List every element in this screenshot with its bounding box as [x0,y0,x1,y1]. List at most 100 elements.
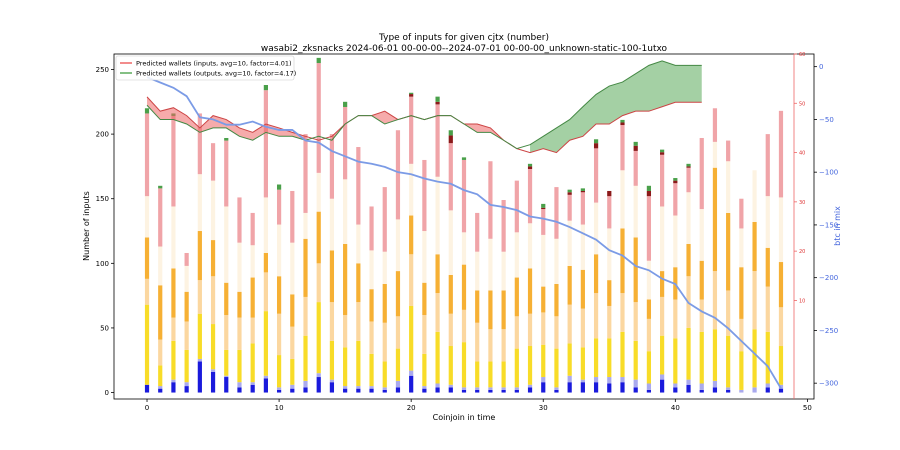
bar-blue_light-16 [356,386,361,389]
bar-cream-1 [158,246,163,286]
bar-blue_light-18 [382,387,387,390]
bar-yellow-22 [435,331,440,384]
chart-subtitle: wasabi2_zksnacks 2024-06-01 00-00-00--20… [261,44,668,54]
bar-orange-15 [343,243,348,316]
y2-axis-btc: 0 −50 −100 −150 −200 −250 −300 [814,63,838,388]
bar-blue_light-33 [580,379,585,383]
bar-green-41 [686,163,691,167]
bar-blue_light-44 [726,387,731,390]
bar-blue_light-14 [329,379,335,383]
bar-pink-3 [184,252,189,266]
bar-cream-20 [409,163,414,216]
bar-dark_red-22 [435,101,440,105]
bar-green-39 [660,149,665,153]
y3-tick-label-40: 40 [799,151,805,157]
y2-tick-label--200: −200 [819,274,838,282]
bar-pink-34 [593,148,599,203]
bar-blue_light-35 [607,377,612,384]
y2-tick-label--150: −150 [819,221,838,229]
bar-cream-0 [144,196,150,238]
bar-peach-5 [210,276,216,325]
bar-pink-36 [620,125,625,171]
bar-pink-40 [673,183,678,216]
bar-pink-33 [580,192,585,225]
bar-green-20 [409,92,414,95]
bar-orange-26 [488,290,493,330]
bar-peach-21 [422,315,427,354]
bar-orange-24 [461,264,467,310]
bar-peach-15 [343,315,348,348]
bar-dark_red-35 [607,190,612,197]
bar-yellow-14 [329,340,335,380]
bar-blue_light-10 [276,387,282,390]
bar-cream-28 [514,232,519,278]
bar-yellow-23 [448,346,453,385]
bar-blue_dark-36 [620,382,625,393]
y3-tick-label-30: 30 [799,200,805,206]
y2-tick-label--300: −300 [819,380,838,388]
bar-blue_light-20 [409,370,414,376]
bar-blue_light-36 [620,377,625,383]
bar-yellow-18 [382,361,387,388]
bar-pink-10 [276,189,282,225]
bar-peach-17 [369,321,374,354]
bar-blue_light-42 [699,383,704,390]
bar-pink-13 [316,63,321,173]
bar-cream-29 [527,223,533,269]
bar-green-22 [435,96,440,102]
bar-peach-9 [263,272,268,312]
bar-yellow-2 [171,340,176,380]
pred-outputs-band-1 [530,60,702,153]
bar-cream-32 [567,220,572,266]
bar-blue_light-31 [554,387,559,390]
y-tick-label-0: 0 [105,389,109,397]
bar-dark_red-37 [633,145,638,151]
bar-cream-23 [448,210,453,275]
bar-peach-2 [171,317,176,341]
bar-blue_dark-17 [369,388,374,393]
bar-orange-3 [184,291,189,322]
bar-blue_dark-34 [593,382,599,393]
bar-green-29 [527,163,533,167]
bar-pink-14 [329,134,335,199]
bar-peach-13 [316,263,321,303]
bar-orange-36 [620,228,625,294]
bar-blue_light-15 [343,386,348,389]
bar-blue_dark-5 [210,371,216,393]
bar-blue_dark-43 [712,387,718,393]
bar-peach-45 [739,318,744,352]
bar-pink-11 [290,190,295,243]
bar-peach-26 [488,329,493,362]
y-axis-label: Number of inputs [82,191,91,261]
bar-green-40 [673,178,678,181]
bar-yellow-36 [620,331,625,378]
bar-peach-12 [303,296,308,336]
bar-blue_light-19 [395,380,401,388]
bar-blue_dark-39 [660,379,665,393]
bar-peach-10 [276,313,282,356]
bar-yellow-21 [422,353,427,387]
bar-blue_dark-44 [726,389,731,393]
bar-green-38 [646,185,652,191]
bar-cream-12 [303,212,308,239]
bar-blue_dark-20 [409,375,414,393]
bar-dark_red-23 [448,135,453,144]
bar-cream-14 [329,198,335,251]
bar-blue_light-34 [593,377,599,383]
bar-blue_dark-31 [554,389,559,393]
bar-yellow-27 [501,361,506,388]
bar-orange-37 [633,237,638,303]
x-axis-label: Coinjoin in time [433,413,496,422]
bar-blue_dark-22 [435,387,440,393]
bar-cream-2 [171,206,176,269]
bar-peach-7 [237,317,242,350]
axes-frame [113,53,815,400]
bar-yellow-32 [567,343,572,376]
bar-dark_red-32 [567,192,572,195]
bar-cream-11 [290,242,295,295]
bar-cream-35 [607,228,612,281]
bar-cream-40 [673,215,678,268]
bar-blue_light-8 [250,382,255,385]
bar-yellow-38 [646,351,652,384]
bar-cream-46 [752,170,757,222]
